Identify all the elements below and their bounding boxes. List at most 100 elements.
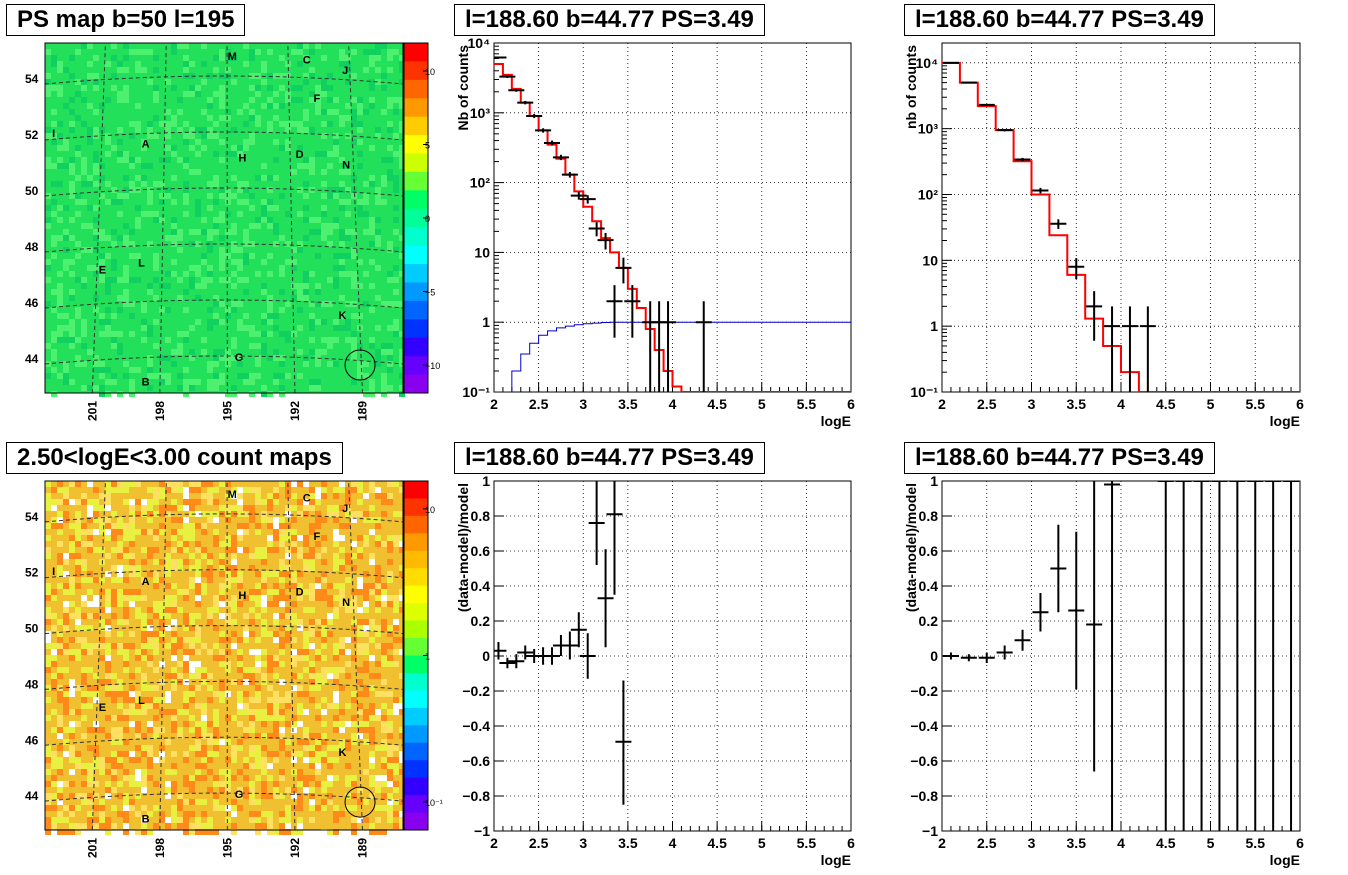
- data-point: [494, 642, 507, 660]
- map-pixel: [207, 247, 213, 253]
- map-pixel: [153, 535, 159, 541]
- map-pixel: [369, 49, 375, 55]
- map-pixel: [207, 481, 213, 487]
- map-pixel: [189, 553, 195, 559]
- map-pixel: [69, 781, 75, 787]
- map-pixel: [303, 193, 309, 199]
- map-pixel: [399, 535, 405, 541]
- map-pixel: [141, 817, 147, 823]
- map-pixel: [351, 247, 357, 253]
- map-pixel: [63, 265, 69, 271]
- map-pixel: [315, 151, 321, 157]
- map-pixel: [153, 685, 159, 691]
- map-pixel: [69, 157, 75, 163]
- longitude-tick-label: 198: [153, 838, 167, 858]
- map-pixel: [231, 307, 237, 313]
- map-pixel: [393, 541, 399, 547]
- map-pixel: [231, 829, 237, 835]
- map-pixel: [225, 115, 231, 121]
- map-pixel: [357, 589, 363, 595]
- map-pixel: [297, 685, 303, 691]
- map-pixel: [237, 793, 243, 799]
- map-pixel: [129, 181, 135, 187]
- map-pixel: [279, 535, 285, 541]
- data-point: [1193, 481, 1210, 831]
- map-pixel: [333, 325, 339, 331]
- map-pixel: [69, 613, 75, 619]
- map-pixel: [339, 241, 345, 247]
- map-pixel: [75, 655, 81, 661]
- colorbar-swatch: [404, 264, 428, 283]
- map-pixel: [387, 349, 393, 355]
- latitude-tick-label: 44: [25, 352, 39, 366]
- map-pixel: [321, 535, 327, 541]
- map-pixel: [117, 211, 123, 217]
- map-pixel: [159, 637, 165, 643]
- map-pixel: [303, 43, 309, 49]
- map-pixel: [279, 373, 285, 379]
- map-pixel: [213, 373, 219, 379]
- map-pixel: [351, 349, 357, 355]
- map-pixel: [225, 541, 231, 547]
- longitude-tick-label: 192: [288, 401, 302, 421]
- map-pixel: [123, 85, 129, 91]
- map-pixel: [51, 235, 57, 241]
- map-pixel: [249, 253, 255, 259]
- map-pixel: [267, 541, 273, 547]
- map-pixel: [321, 55, 327, 61]
- map-pixel: [327, 757, 333, 763]
- map-pixel: [153, 583, 159, 589]
- map-pixel: [327, 619, 333, 625]
- exposure-histogram-line: [494, 321, 851, 392]
- map-pixel: [291, 577, 297, 583]
- map-pixel: [375, 829, 381, 835]
- map-pixel: [393, 703, 399, 709]
- map-pixel: [321, 349, 327, 355]
- map-pixel: [93, 613, 99, 619]
- map-pixel: [351, 49, 357, 55]
- map-pixel: [279, 559, 285, 565]
- map-pixel: [309, 217, 315, 223]
- bot_right-chart: 2 2.5 3 3.5 4 4.5 5 5.5 6−1−0.8−0.6−0.4−0.200.20…: [903, 473, 1304, 868]
- map-pixel: [135, 175, 141, 181]
- map-pixel: [249, 673, 255, 679]
- map-pixel: [69, 535, 75, 541]
- latitude-line: [44, 243, 404, 253]
- map-pixel: [57, 499, 63, 505]
- map-pixel: [285, 211, 291, 217]
- map-pixel: [213, 805, 219, 811]
- map-pixel: [87, 61, 93, 67]
- map-pixel: [63, 649, 69, 655]
- map-pixel: [153, 577, 159, 583]
- map-pixel: [315, 655, 321, 661]
- map-pixel: [321, 205, 327, 211]
- map-pixel: [333, 361, 339, 367]
- map-pixel: [273, 373, 279, 379]
- map-pixel: [375, 49, 381, 55]
- map-pixel: [51, 805, 57, 811]
- map-pixel: [111, 199, 117, 205]
- map-pixel: [351, 541, 357, 547]
- map-pixel: [225, 739, 231, 745]
- plot-area: [494, 481, 632, 805]
- map-pixel: [117, 751, 123, 757]
- map-pixel: [171, 721, 177, 727]
- latitude-tick-label: 52: [25, 566, 39, 580]
- map-pixel: [249, 487, 255, 493]
- map-pixel: [141, 673, 147, 679]
- map-pixel: [111, 601, 117, 607]
- map-pixel: [303, 481, 309, 487]
- map-pixel: [207, 553, 213, 559]
- map-pixel: [321, 595, 327, 601]
- map-pixel: [273, 787, 279, 793]
- colorbar-swatch: [404, 568, 428, 587]
- map-pixel: [111, 787, 117, 793]
- map-pixel: [327, 193, 333, 199]
- map-pixel: [69, 655, 75, 661]
- map-pixel: [351, 829, 357, 835]
- map-pixel: [399, 649, 405, 655]
- map-pixel: [345, 805, 351, 811]
- data-point: [508, 88, 525, 92]
- map-pixel: [267, 685, 273, 691]
